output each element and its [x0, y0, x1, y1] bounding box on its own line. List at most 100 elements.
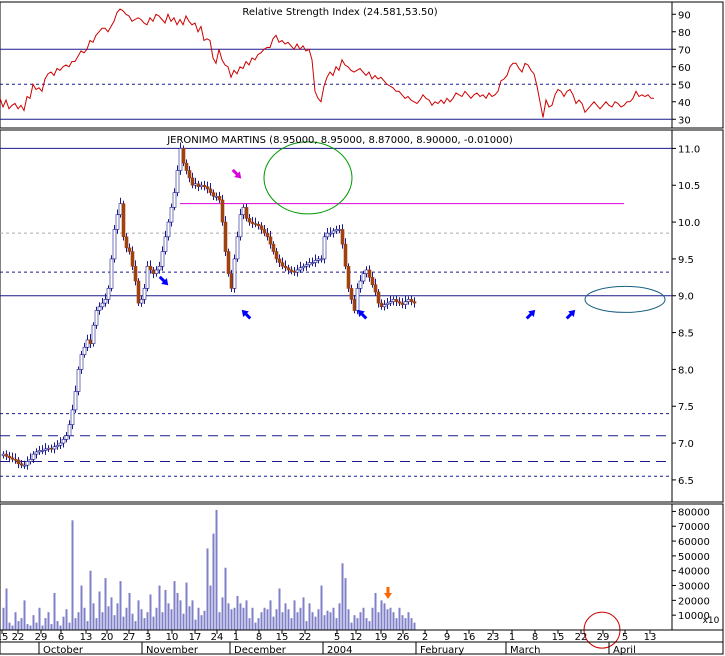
candle — [157, 265, 162, 271]
annotation-arrow — [241, 309, 252, 320]
y-tick-label: 10000 — [678, 611, 710, 622]
candle — [397, 301, 402, 304]
candle — [76, 369, 81, 392]
candle — [298, 267, 303, 271]
y-tick-label: 7.0 — [678, 439, 694, 450]
x-day-label: 22 — [12, 632, 25, 643]
x-day-label: 13 — [80, 632, 93, 643]
x-month-label: March — [510, 645, 540, 656]
candle — [205, 186, 210, 190]
volume-corner-label: x10 — [703, 616, 720, 626]
x-day-label: 27 — [123, 632, 136, 643]
candle — [196, 183, 201, 188]
arrow-head — [528, 309, 536, 317]
candle — [49, 447, 54, 450]
candle — [325, 232, 330, 238]
y-tick-label: 9.0 — [678, 292, 694, 303]
x-month-label: April — [613, 645, 636, 656]
candle — [388, 301, 393, 304]
candle — [82, 347, 87, 355]
candle — [91, 324, 96, 344]
candle — [346, 265, 351, 289]
candle — [46, 447, 51, 450]
x-day-label: 5 — [334, 632, 340, 643]
arrow-head — [357, 309, 365, 317]
candle — [115, 214, 120, 230]
x-day-label: 15 — [276, 632, 289, 643]
panel-frame — [0, 129, 724, 503]
candle — [73, 391, 78, 411]
y-tick-label: 80 — [678, 28, 691, 39]
candle — [43, 448, 48, 451]
candle — [391, 299, 396, 302]
y-tick-label: 7.5 — [678, 402, 694, 413]
candle — [352, 299, 357, 311]
x-day-label: 17 — [189, 632, 202, 643]
candle — [40, 450, 45, 452]
candle — [244, 207, 249, 219]
y-tick-label: 60 — [678, 63, 691, 74]
candle — [184, 162, 189, 171]
candle — [307, 262, 312, 266]
candle — [193, 183, 198, 186]
candle — [7, 456, 12, 459]
candle — [364, 269, 369, 274]
x-day-label: 29 — [35, 632, 48, 643]
candle — [271, 243, 276, 252]
price-panel: 6.5 7.0 7.5 8.0 8.5 9.0 9.5 10.0 10.5 11.0 — [0, 129, 724, 503]
candle — [226, 251, 231, 274]
annotation-arrow — [565, 309, 576, 320]
candle — [316, 258, 321, 261]
candle — [223, 221, 228, 252]
candle — [31, 453, 36, 460]
candle — [250, 221, 255, 224]
x-day-label: 5 — [622, 632, 628, 643]
x-day-label: 19 — [375, 632, 388, 643]
candle — [379, 302, 384, 308]
x-day-label: 3 — [145, 632, 151, 643]
candle — [409, 299, 414, 302]
volume-panel: 10000 20000 30000 40000 50000 60000 70000 80000 — [0, 503, 724, 649]
y-tick-label: 10.5 — [678, 181, 700, 192]
candle — [4, 453, 9, 457]
candle — [355, 288, 360, 311]
candle — [37, 450, 42, 453]
candle — [55, 444, 60, 448]
candle — [274, 251, 279, 260]
x-day-label: 10 — [166, 632, 179, 643]
y-tick-label: 70000 — [678, 522, 710, 533]
annotation-ellipse — [584, 285, 666, 313]
y-tick-label: 20000 — [678, 596, 710, 607]
candle — [337, 229, 342, 231]
candle — [277, 258, 282, 263]
y-tick-label: 80000 — [678, 507, 710, 518]
candle — [85, 339, 90, 348]
x-month-label: October — [43, 645, 84, 656]
x-day-label: 26 — [397, 632, 410, 643]
arrow-head — [568, 309, 576, 317]
x-day-label: 1 — [233, 632, 239, 643]
candle — [178, 148, 183, 171]
candle — [313, 260, 318, 263]
candle — [199, 184, 204, 188]
candle — [94, 310, 99, 326]
candle — [265, 232, 270, 238]
candle — [28, 458, 33, 462]
x-day-label: 29 — [597, 632, 610, 643]
candle — [130, 251, 135, 267]
annotation-arrow — [158, 275, 169, 286]
candle — [10, 457, 15, 460]
candle — [217, 195, 222, 201]
candle — [268, 236, 273, 245]
arrow-head — [241, 309, 249, 317]
y-tick-label: 90 — [678, 10, 691, 21]
candle — [151, 269, 156, 274]
candle — [343, 243, 348, 267]
candle — [211, 192, 216, 197]
y-tick-label: 30 — [678, 115, 691, 126]
candle — [22, 464, 27, 467]
candle — [106, 288, 111, 300]
candle — [166, 221, 171, 238]
x-axis: 1522296132027310172418152251219262916231… — [0, 629, 724, 656]
candle — [1, 453, 6, 456]
